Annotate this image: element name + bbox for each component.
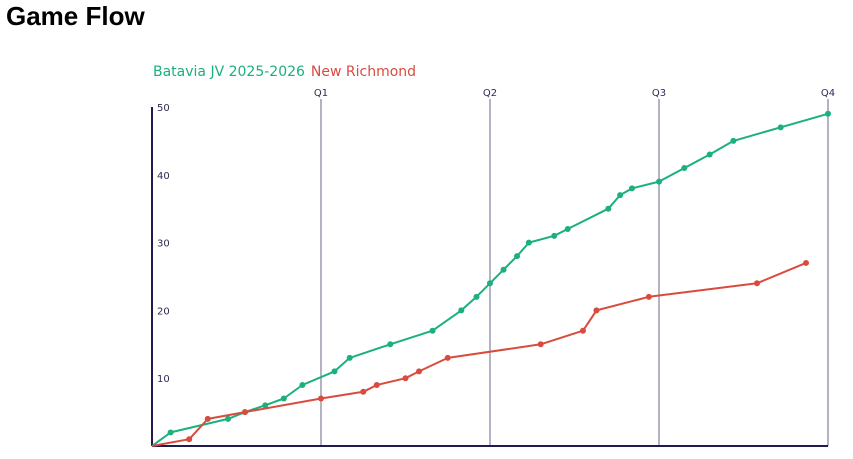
quarter-label-q3: Q3 [652,88,666,99]
data-point-batavia [605,205,612,212]
legend-entry-new-richmond: New Richmond [310,64,417,80]
data-point-new-richmond [318,395,324,402]
data-point-batavia [617,192,624,199]
quarter-label-q4: Q4 [821,88,835,99]
quarter-label-q2: Q2 [483,88,497,99]
data-point-new-richmond [537,341,544,348]
data-point-batavia [777,124,784,131]
data-point-batavia [167,429,174,436]
data-point-new-richmond [444,354,451,361]
legend-entry-batavia: Batavia JV 2025-2026 [153,64,305,80]
data-point-batavia [429,327,436,334]
data-point-new-richmond [579,327,586,334]
data-point-batavia [487,280,493,287]
data-point-batavia [706,151,713,158]
data-point-batavia [225,415,232,422]
y-tick-label-10: 10 [157,374,170,385]
data-point-new-richmond [360,388,367,395]
data-point-new-richmond [593,307,600,314]
chart-legend: Batavia JV 2025-2026 New Richmond [153,63,422,81]
quarter-markers: Q1 Q2 Q3 Q4 [314,88,835,446]
series-line-batavia [151,112,829,447]
data-point-batavia [628,185,635,192]
data-point-new-richmond [645,293,652,300]
chart-axes [151,107,828,447]
y-tick-label-50: 50 [157,103,170,114]
data-point-batavia [656,178,662,185]
data-point-new-richmond [241,409,248,416]
data-point-batavia [346,354,353,361]
data-point-batavia [331,368,338,375]
y-tick-labels: 10 20 30 40 50 [157,103,170,385]
y-tick-label-20: 20 [157,306,170,317]
data-point-batavia [730,137,737,144]
data-point-batavia [262,402,269,409]
data-point-batavia [299,381,306,388]
data-point-new-richmond [416,368,423,375]
data-point-batavia [473,293,480,300]
data-point-batavia [564,226,571,233]
data-point-new-richmond [204,415,211,422]
y-tick-label-40: 40 [157,171,170,182]
data-point-batavia [280,395,287,402]
data-point-batavia [458,307,465,314]
data-point-new-richmond [186,436,193,443]
data-point-new-richmond [402,375,409,382]
data-point-new-richmond [754,280,761,287]
quarter-label-q1: Q1 [314,88,328,99]
data-point-batavia [525,239,532,246]
series-line-new-richmond [151,261,807,447]
data-point-batavia [551,232,558,239]
data-point-batavia [514,253,521,260]
data-point-batavia [387,341,394,348]
data-point-batavia [500,266,507,273]
series-new-richmond [151,259,810,447]
y-tick-label-30: 30 [157,239,170,250]
data-point-new-richmond [373,381,380,388]
data-point-new-richmond [803,259,810,266]
chart-series [151,110,831,447]
page-title: Game Flow [6,1,145,31]
data-point-batavia [681,165,688,172]
series-batavia [151,110,831,447]
data-point-batavia [825,110,831,117]
